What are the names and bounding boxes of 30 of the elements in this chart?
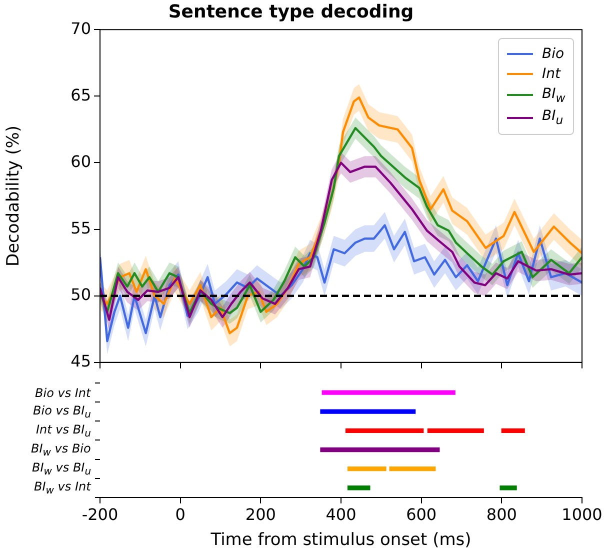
legend-label: BI$_{u}$	[542, 108, 564, 128]
bar	[320, 447, 440, 452]
x-tick-label: 400	[326, 505, 356, 524]
x-tick-label: 800	[486, 505, 517, 524]
y-tick-label: Bio vs Int	[35, 386, 91, 400]
legend-label: BI$_{w}$	[542, 86, 566, 104]
legend-label: Int	[542, 66, 560, 82]
y-tick-label: BI$_{w}$ vs BI$_{u}$	[32, 460, 92, 478]
x-tick-label: 200	[245, 505, 276, 524]
y-tick-label: 45	[70, 352, 91, 371]
x-tick-label: 1000	[562, 505, 602, 524]
bar	[501, 428, 525, 433]
y-tick-label: Bio vs BI$_{u}$	[33, 402, 92, 420]
y-tick-label: 70	[70, 18, 91, 38]
y-tick-label: 60	[70, 152, 91, 171]
x-tick-label: 0	[175, 505, 186, 524]
x-tick-label: -200	[82, 505, 118, 524]
legend-label: Bio	[542, 46, 564, 62]
x-tick-label: 600	[406, 505, 437, 524]
chart-title: Sentence type decoding	[168, 1, 414, 22]
y-tick-label: BI$_{w}$ vs Bio	[31, 441, 91, 458]
y-tick-label: Int vs BI$_{u}$	[36, 422, 91, 440]
y-axis-title: Decodability (%)	[4, 125, 24, 267]
bar	[322, 390, 456, 395]
y-tick-label: 55	[70, 218, 91, 238]
y-tick-label: BI$_{w}$ vs Int	[34, 479, 91, 497]
y-tick-label: 65	[70, 85, 91, 104]
bar	[320, 409, 416, 414]
y-tick-label: 50	[70, 284, 91, 304]
x-axis-title: Time from stimulus onset (ms)	[210, 530, 472, 550]
